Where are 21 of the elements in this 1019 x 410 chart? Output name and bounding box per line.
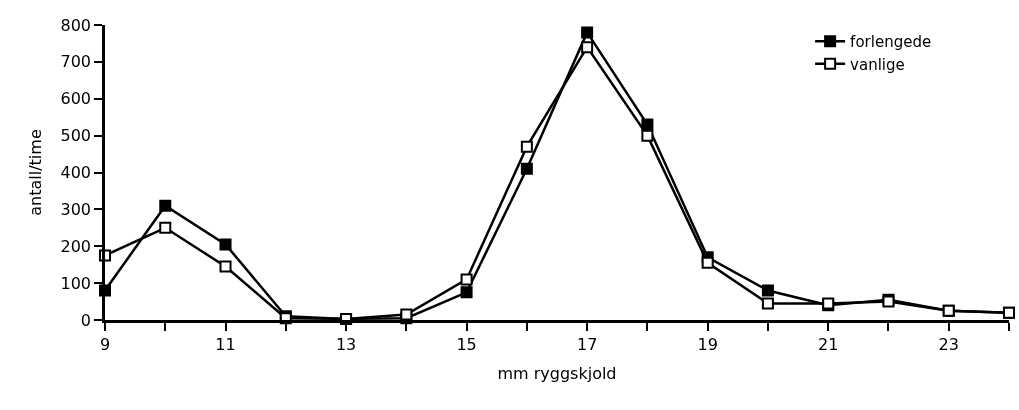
y-tick-label: 800 [60, 15, 92, 35]
y-tick-label: 700 [60, 52, 92, 72]
y-axis-title: antall/time [26, 129, 46, 216]
y-tick-label: 500 [60, 126, 92, 146]
x-tick-label: 23 [938, 334, 959, 354]
legend-label: forlengede [850, 33, 932, 52]
x-tick-label: 11 [215, 334, 236, 354]
y-tick-label: 400 [60, 163, 92, 183]
x-tick-label: 21 [818, 334, 839, 354]
y-tick-label: 0 [80, 310, 92, 330]
x-tick-label: 19 [697, 334, 718, 354]
y-tick-label: 100 [60, 273, 92, 293]
x-tick-label: 15 [456, 334, 477, 354]
x-tick-label: 13 [335, 334, 357, 354]
x-tick-label: 17 [576, 334, 598, 354]
y-tick-label: 200 [60, 236, 92, 256]
legend-label: vanlige [850, 55, 905, 74]
x-tick-label: 9 [99, 334, 111, 354]
x-axis-title: mm ryggskjold [497, 363, 617, 383]
y-tick-label: 600 [60, 89, 92, 109]
y-tick-label: 300 [60, 199, 92, 219]
